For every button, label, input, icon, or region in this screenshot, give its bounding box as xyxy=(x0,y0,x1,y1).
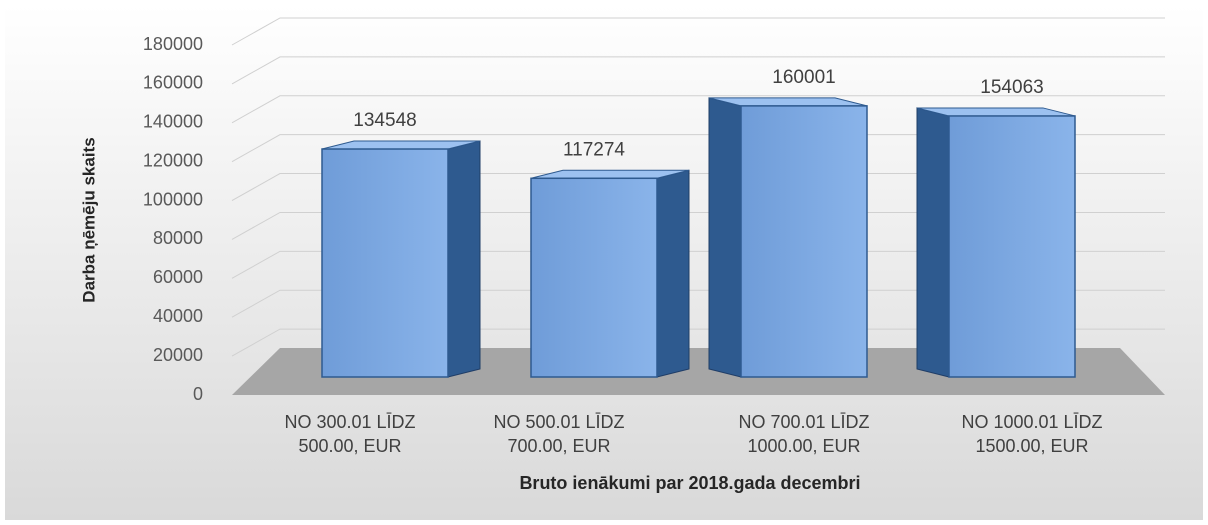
y-tick-label: 140000 xyxy=(143,112,203,132)
bar xyxy=(321,148,449,378)
bar-side xyxy=(916,107,950,378)
grid-line xyxy=(231,17,1165,46)
grid-line xyxy=(231,95,1165,124)
y-tick-label: 120000 xyxy=(143,150,203,170)
bar xyxy=(530,177,658,378)
grid-line xyxy=(231,173,1165,201)
bar xyxy=(740,105,868,378)
grid-line xyxy=(231,56,1165,85)
x-tick-label: NO 700.01 LĪDZ 1000.00, EUR xyxy=(738,412,870,456)
grid-line xyxy=(231,211,1165,240)
bar-side xyxy=(708,97,742,378)
bar xyxy=(948,115,1076,378)
grid-line xyxy=(231,289,1165,318)
data-label: 160001 xyxy=(772,67,835,88)
data-label: 117274 xyxy=(563,139,625,160)
y-tick-label: 80000 xyxy=(153,228,203,248)
x-axis-title: Bruto ienākumi par 2018.gada decembri xyxy=(519,473,860,493)
y-tick-label: 180000 xyxy=(143,34,203,54)
bar-side xyxy=(447,140,481,378)
bar-side xyxy=(656,169,690,378)
x-tick-label: NO 300.01 LĪDZ 500.00, EUR xyxy=(284,412,416,456)
y-tick-label: 0 xyxy=(193,384,203,404)
grid-line xyxy=(231,328,1165,357)
x-tick-label: NO 500.01 LĪDZ 700.00, EUR xyxy=(493,412,625,456)
x-tick-label: NO 1000.01 LĪDZ 1500.00, EUR xyxy=(961,412,1103,456)
y-tick-label: 160000 xyxy=(143,73,203,93)
data-label: 134548 xyxy=(353,110,416,131)
y-tick-label: 100000 xyxy=(143,189,203,209)
y-tick-label: 20000 xyxy=(153,345,203,365)
y-tick-label: 60000 xyxy=(153,267,203,287)
data-label: 154063 xyxy=(980,77,1043,98)
y-axis-title: Darba ņēmēju skaits xyxy=(79,137,98,302)
grid-line xyxy=(231,134,1165,163)
y-tick-label: 40000 xyxy=(153,306,203,326)
grid-line xyxy=(231,250,1165,279)
